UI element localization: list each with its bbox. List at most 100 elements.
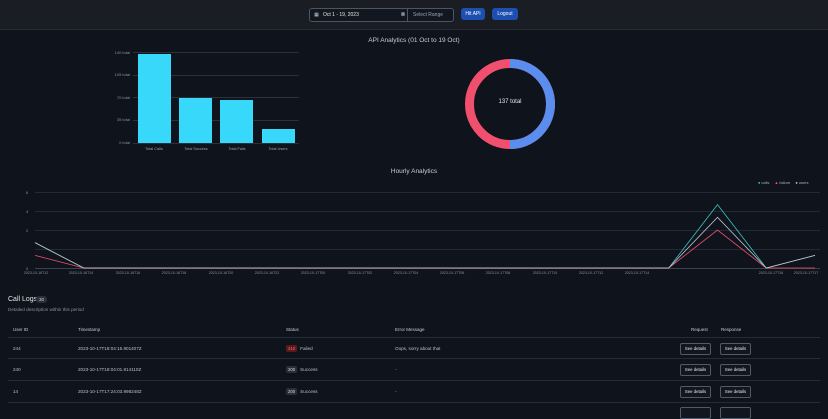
response-see-details-button[interactable] (720, 407, 751, 419)
x-tick-label: 2023-10-17T14 (624, 271, 650, 275)
header-status: Status (286, 327, 299, 332)
clear-icon[interactable]: ⊗ (400, 12, 406, 18)
header-user-id: User ID (13, 327, 29, 332)
grid-line (35, 230, 820, 231)
x-tick-label: 2023-10-17T12 (578, 271, 604, 275)
grid-line (133, 97, 299, 98)
call-logs-count-badge: 30 (36, 296, 48, 303)
legend-users-marker: ● (795, 180, 798, 185)
x-category: Total Users (268, 147, 288, 151)
donut-success-segment (509, 59, 555, 149)
cell-status: 200 Success (286, 366, 318, 373)
date-range-value[interactable]: Oct 1 - 19, 2023 (323, 12, 359, 18)
top-bar: ▦ Oct 1 - 19, 2023 ⊗ Select Range Hit AP… (0, 0, 828, 30)
row-separator (8, 402, 820, 403)
select-range-dropdown[interactable]: Select Range (407, 9, 453, 21)
y-tick: 4 (26, 209, 29, 214)
legend-users[interactable]: ●users (795, 180, 809, 185)
row-separator (8, 337, 820, 338)
donut-total-label: 137 total (498, 99, 522, 105)
legend-failure[interactable]: ▲failure (774, 180, 791, 185)
y-tick: 0 total (119, 140, 130, 145)
header-response: Response (721, 327, 742, 332)
response-see-details-button[interactable]: See details (720, 364, 751, 376)
x-tick-label: 2023-10-17T17 (793, 271, 819, 275)
x-tick-label: 2023-10-16T12 (23, 271, 49, 275)
cell-status: 410 Failed (286, 345, 313, 352)
legend-failure-marker: ▲ (774, 180, 779, 185)
bar-total-success (179, 98, 212, 143)
series-line-calls (34, 204, 816, 269)
response-see-details-button[interactable]: See details (720, 386, 751, 398)
date-range-picker[interactable]: ▦ Oct 1 - 19, 2023 ⊗ Select Range (309, 8, 454, 22)
cell-user-id: 244 (13, 346, 21, 351)
grid-line (35, 192, 820, 193)
x-axis-line (35, 268, 820, 269)
call-logs-subtitle: Detailed description within this period (8, 307, 84, 312)
x-category: Total Fails (228, 147, 246, 151)
status-text: Success (300, 389, 318, 394)
grid-line (133, 75, 299, 76)
donut-chart (465, 59, 555, 149)
api-analytics-title: API Analytics (01 Oct to 19 Oct) (368, 37, 460, 44)
series-line-users (34, 216, 816, 269)
cell-error-message: - (395, 389, 397, 394)
grid-line (133, 52, 299, 53)
hourly-legend: ●calls ▲failure ●users (758, 180, 809, 185)
status-code-badge: 200 (286, 366, 298, 373)
logout-button[interactable]: Logout (492, 8, 518, 20)
x-tick-label: 2023-10-17T08 (485, 271, 511, 275)
bar-total-fails (220, 100, 253, 143)
row-separator (8, 380, 820, 381)
hourly-analytics-title: Hourly Analytics (390, 168, 438, 175)
x-tick-label: 2023-10-17T02 (347, 271, 373, 275)
x-category: Total Calls (145, 147, 163, 151)
header-error-message: Error Message (395, 327, 425, 332)
series-line-failure (34, 229, 815, 269)
grid-line (133, 120, 299, 121)
status-text: Success (300, 367, 318, 372)
y-tick: 6 (26, 190, 29, 195)
cell-error-message: - (395, 367, 397, 372)
cell-timestamp: 2023-10-17T17:24:03.998248Z (78, 389, 142, 394)
grid-line (35, 249, 820, 250)
legend-calls-marker: ● (758, 180, 761, 185)
header-timestamp: Timestamp (78, 327, 101, 332)
x-tick-label: 2023-10-17T00 (300, 271, 326, 275)
x-tick-label: 2023-10-16T16 (115, 271, 141, 275)
cell-timestamp: 2023-10-17T18:04:01.814110Z (78, 367, 142, 372)
y-tick: 2 (26, 228, 29, 233)
status-code-badge: 410 (286, 345, 298, 352)
y-tick: 140 total (114, 50, 130, 55)
request-see-details-button[interactable]: See details (680, 386, 711, 398)
request-see-details-button[interactable] (680, 407, 711, 419)
x-tick-label: 2023-10-17T04 (393, 271, 419, 275)
x-category: Total Success (184, 147, 208, 151)
response-see-details-button[interactable]: See details (720, 343, 751, 355)
legend-calls[interactable]: ●calls (758, 180, 770, 185)
x-tick-label: 2023-10-16T22 (254, 271, 280, 275)
x-tick-label: 2023-10-16T18 (161, 271, 187, 275)
x-tick-label: 2023-10-17T16 (758, 271, 784, 275)
row-separator (8, 358, 820, 359)
cell-timestamp: 2023-10-17T18:04:15.801407Z (78, 346, 142, 351)
bar-total-users (262, 128, 295, 143)
hourly-line-chart (34, 204, 816, 269)
x-tick-label: 2023-10-16T14 (68, 271, 94, 275)
grid-line (35, 211, 820, 212)
cell-user-id: 240 (13, 367, 21, 372)
request-see-details-button[interactable]: See details (680, 343, 711, 355)
hit-api-button[interactable]: Hit API (461, 8, 485, 20)
cell-error-message: Oops, sorry about that (395, 346, 441, 351)
call-logs-title: Call Logs (8, 296, 38, 303)
y-tick: 105 total (114, 72, 130, 77)
y-tick: 0 (26, 266, 29, 271)
status-text: Failed (300, 346, 313, 351)
bar-total-calls (138, 53, 171, 143)
x-tick-label: 2023-10-17T06 (439, 271, 465, 275)
request-see-details-button[interactable]: See details (680, 364, 711, 376)
calendar-icon: ▦ (314, 12, 319, 18)
x-tick-label: 2023-10-17T10 (532, 271, 558, 275)
cell-user-id: 14 (13, 389, 19, 394)
grid-line (133, 143, 299, 144)
